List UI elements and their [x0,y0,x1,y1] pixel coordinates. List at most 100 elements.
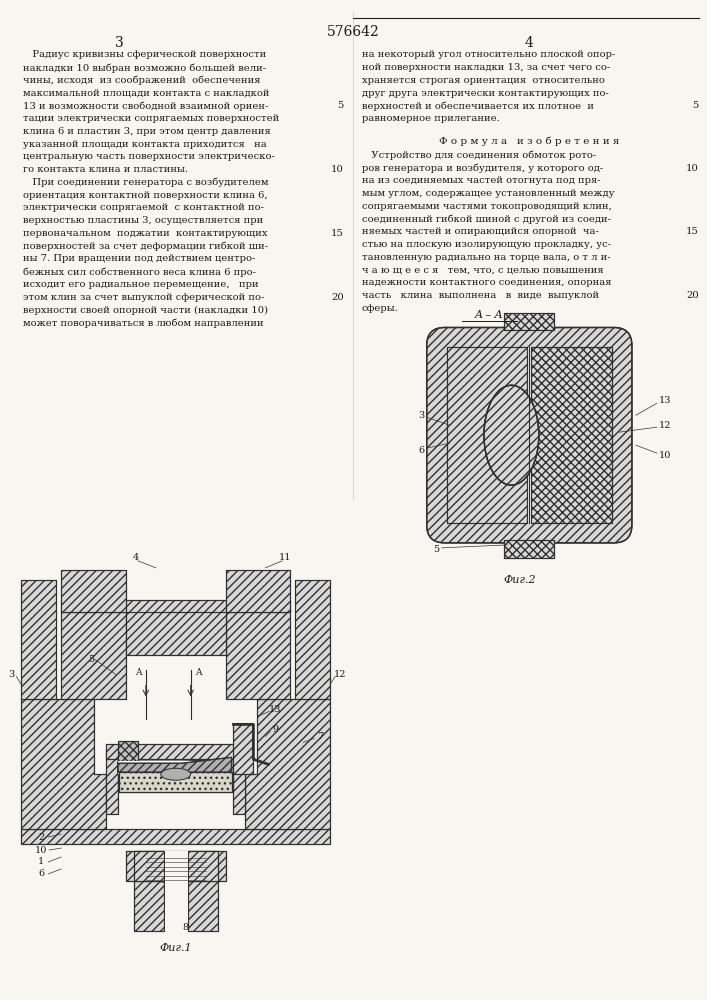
Text: 5: 5 [88,655,94,664]
Bar [61,610,126,699]
Text: ной поверхности накладки 13, за счет чего со-: ной поверхности накладки 13, за счет чег… [362,63,610,72]
Text: сферы.: сферы. [362,304,399,313]
Polygon shape [21,580,56,699]
Bar [447,347,527,523]
Text: 9: 9 [272,725,279,734]
Text: 10: 10 [35,846,47,855]
Bar [233,724,253,774]
Text: A – A: A – A [475,310,504,320]
Text: 5: 5 [433,545,440,554]
Text: тации электрически сопрягаемых поверхностей: тации электрически сопрягаемых поверхнос… [23,114,279,123]
Bar [134,851,164,931]
Text: 10: 10 [659,451,671,460]
Text: храняется строгая ориентация  относительно: храняется строгая ориентация относительн… [362,76,605,85]
Bar [106,749,118,814]
Text: A: A [134,668,141,677]
Text: 7: 7 [317,732,323,741]
Text: бежных сил собственного веса клина 6 про-: бежных сил собственного веса клина 6 про… [23,267,257,277]
Text: поверхностей за счет деформации гибкой ши-: поверхностей за счет деформации гибкой ш… [23,242,269,251]
Bar [447,347,527,523]
Polygon shape [61,570,126,612]
Text: 3: 3 [8,670,14,679]
Text: 20: 20 [686,291,699,300]
Bar [118,774,233,792]
Text: 4: 4 [525,36,534,50]
Text: 5: 5 [338,101,344,110]
Text: на некоторый угол относительно плоской опор-: на некоторый угол относительно плоской о… [362,50,615,59]
Bar [21,829,330,844]
Text: сопрягаемыми частями токопроводящий клин,: сопрягаемыми частями токопроводящий клин… [362,202,612,211]
Text: При соединении генератора с возбудителем: При соединении генератора с возбудителем [23,178,269,187]
Bar [226,610,291,699]
Bar [134,851,164,931]
Text: часть   клина  выполнена   в  виде  выпуклой: часть клина выполнена в виде выпуклой [362,291,599,300]
Text: верхности своей опорной части (накладки 10): верхности своей опорной части (накладки … [23,306,269,315]
Text: Радиус кривизны сферической поверхности: Радиус кривизны сферической поверхности [23,50,267,59]
Bar [61,610,126,699]
Text: 3: 3 [419,411,425,420]
Text: 12: 12 [334,670,346,679]
Text: 3: 3 [115,36,123,50]
Text: 2: 2 [38,833,45,842]
Ellipse shape [148,859,204,879]
Text: чины, исходя  из соображений  обеспечения: чины, исходя из соображений обеспечения [23,76,261,85]
Bar [118,761,214,774]
Bar [504,313,554,330]
Text: 13 и возможности свободной взаимной ориен-: 13 и возможности свободной взаимной орие… [23,101,269,111]
Text: ч а ю щ е е с я   тем, что, с целью повышения: ч а ю щ е е с я тем, что, с целью повыше… [362,266,604,275]
Text: 13: 13 [659,396,671,405]
FancyBboxPatch shape [427,327,632,543]
Bar [106,749,118,814]
Bar [187,851,226,881]
Ellipse shape [160,768,191,780]
Text: 12: 12 [659,421,671,430]
Text: указанной площади контакта приходится   на: указанной площади контакта приходится на [23,140,267,149]
Bar [233,749,245,814]
Bar [21,829,330,844]
Bar [447,347,612,523]
Bar [134,851,218,881]
Text: ориентация контактной поверхности клина 6,: ориентация контактной поверхности клина … [23,191,268,200]
Text: няемых частей и опирающийся опорной  ча-: няемых частей и опирающийся опорной ча- [362,227,599,236]
Text: накладки 10 выбран возможно большей вели-: накладки 10 выбран возможно большей вели… [23,63,267,73]
Text: 10: 10 [331,165,344,174]
Bar [504,540,554,558]
Bar [187,851,218,931]
Bar [531,347,612,523]
Text: Фиг.1: Фиг.1 [159,943,192,953]
Bar [187,851,218,931]
Bar [126,610,226,655]
Bar [126,851,164,881]
Bar [118,741,138,761]
Text: ны 7. При вращении под действием центро-: ны 7. При вращении под действием центро- [23,254,256,263]
Text: может поворачиваться в любом направлении: может поворачиваться в любом направлении [23,318,264,328]
Bar [504,313,554,330]
Text: клина 6 и пластин 3, при этом центр давления: клина 6 и пластин 3, при этом центр давл… [23,127,271,136]
Bar [106,744,245,759]
Ellipse shape [141,855,211,883]
Text: верхностей и обеспечивается их плотное  и: верхностей и обеспечивается их плотное и [362,101,594,111]
Bar [164,851,187,931]
Text: центральную часть поверхности электрическо-: центральную часть поверхности электричес… [23,152,275,161]
Text: 4: 4 [133,553,139,562]
Bar [61,600,291,612]
Text: 15: 15 [686,227,699,236]
Ellipse shape [484,385,539,485]
Text: верхностью пластины 3, осуществляется при: верхностью пластины 3, осуществляется пр… [23,216,264,225]
Text: 576642: 576642 [327,25,380,39]
Text: исходит его радиальное перемещение,   при: исходит его радиальное перемещение, при [23,280,259,289]
Bar [531,347,612,523]
Text: 6: 6 [38,869,45,878]
Text: мым углом, содержащее установленный между: мым углом, содержащее установленный межд… [362,189,614,198]
Text: го контакта клина и пластины.: го контакта клина и пластины. [23,165,188,174]
Text: первоначальном  поджатии  контактирующих: первоначальном поджатии контактирующих [23,229,268,238]
Bar [118,774,233,792]
Text: тановленную радиально на торце вала, о т л и-: тановленную радиально на торце вала, о т… [362,253,611,262]
Text: Устройство для соединения обмоток рото-: Устройство для соединения обмоток рото- [362,151,596,160]
Text: Ф о р м у л а   и з о б р е т е н и я: Ф о р м у л а и з о б р е т е н и я [439,137,619,146]
Text: 1: 1 [38,857,45,866]
Text: друг друга электрически контактирующих по-: друг друга электрически контактирующих п… [362,89,609,98]
Text: 11: 11 [279,553,291,562]
Bar [187,851,226,881]
Polygon shape [21,699,106,829]
